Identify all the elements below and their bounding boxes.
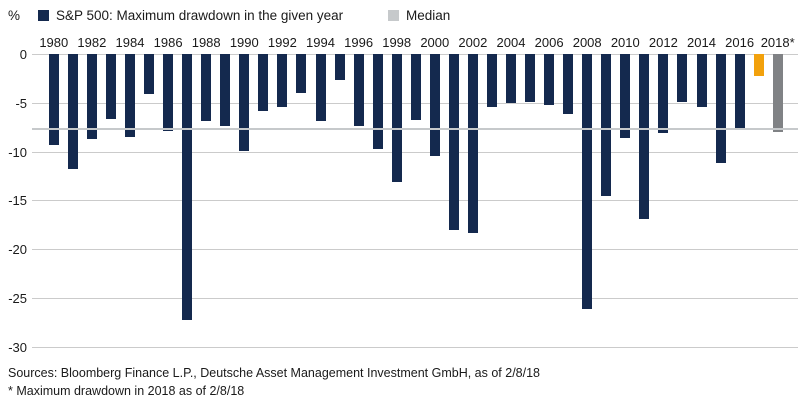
bar-2010	[620, 54, 631, 138]
x-tick-label-1988: 1988	[191, 35, 221, 50]
bar-1986	[163, 54, 174, 132]
y-tick-label--30: -30	[8, 339, 27, 355]
legend-swatch-median	[388, 10, 399, 21]
bar-2016	[734, 54, 745, 129]
bar-1980	[48, 54, 59, 145]
legend-swatch-drawdown	[38, 10, 49, 21]
y-tick-label--20: -20	[8, 242, 27, 258]
gridline--15	[32, 200, 798, 202]
x-tick-label-1984: 1984	[115, 35, 145, 50]
bar-2018	[772, 54, 783, 133]
gridline--20	[32, 249, 798, 251]
bar-1987	[182, 54, 193, 321]
gridline--25	[32, 297, 798, 299]
x-tick-label-2018: 2018*	[760, 35, 795, 50]
x-tick-label-2016: 2016	[725, 35, 755, 50]
bar-1999	[410, 54, 421, 121]
x-tick-label-1982: 1982	[77, 35, 107, 50]
bar-1998	[391, 54, 402, 182]
y-tick-label--10: -10	[8, 144, 27, 160]
y-tick-label-0: 0	[19, 47, 27, 62]
chart-area: 0 -5 -10 -15 -20 -25 -30 1980 1982 1984 1986 1988 19…	[8, 35, 798, 355]
y-tick-label--15: -15	[8, 193, 27, 209]
legend-label-drawdown: S&P 500: Maximum drawdown in the given y…	[56, 8, 344, 23]
bar-1989	[220, 54, 231, 127]
bar-2013	[677, 54, 688, 102]
bar-2007	[563, 54, 574, 114]
y-tick-label--25: -25	[8, 290, 27, 306]
bar-1985	[144, 54, 155, 94]
x-tick-label-1992: 1992	[267, 35, 297, 50]
bar-1992	[277, 54, 288, 107]
bar-2011	[639, 54, 650, 219]
bar-1983	[105, 54, 116, 120]
bar-1982	[86, 54, 97, 139]
median-line	[32, 128, 798, 131]
bar-2006	[544, 54, 555, 105]
bar-2017	[753, 54, 764, 77]
bar-2008	[582, 54, 593, 309]
bar-1981	[67, 54, 78, 170]
bar-2003	[486, 54, 497, 107]
x-tick-label-1986: 1986	[153, 35, 183, 50]
bar-1996	[353, 54, 364, 127]
x-tick-label-2014: 2014	[687, 35, 716, 50]
x-tick-label-2000: 2000	[420, 35, 450, 50]
bar-2012	[658, 54, 669, 134]
bar-1990	[239, 54, 250, 151]
bar-1993	[296, 54, 307, 94]
bar-1997	[372, 54, 383, 149]
x-tick-label-1994: 1994	[306, 35, 335, 50]
source-note: Sources: Bloomberg Finance L.P., Deutsch…	[8, 366, 540, 380]
bar-2001	[448, 54, 459, 230]
footnote-2018: * Maximum drawdown in 2018 as of 2/8/18	[8, 384, 245, 398]
bar-2009	[601, 54, 612, 197]
bar-2002	[467, 54, 478, 233]
x-tick-label-2008: 2008	[572, 35, 602, 50]
x-tick-label-1998: 1998	[382, 35, 412, 50]
x-tick-label-2004: 2004	[496, 35, 526, 50]
x-tick-label-1996: 1996	[344, 35, 374, 50]
x-tick-label-1980: 1980	[39, 35, 69, 50]
gridline--30	[32, 346, 798, 348]
x-tick-label-2002: 2002	[458, 35, 488, 50]
bar-1988	[201, 54, 212, 122]
x-tick-label-1990: 1990	[229, 35, 259, 50]
x-tick-label-2012: 2012	[648, 35, 678, 50]
x-tick-label-2010: 2010	[610, 35, 640, 50]
x-tick-label-2006: 2006	[534, 35, 564, 50]
gridline--10	[32, 151, 798, 153]
bar-1995	[334, 54, 345, 81]
bar-1991	[258, 54, 269, 111]
y-tick-label--5: -5	[15, 95, 27, 111]
bar-1984	[125, 54, 135, 137]
bar-2005	[525, 54, 536, 102]
bar-2015	[715, 54, 726, 164]
bar-2014	[696, 54, 707, 107]
bar-2000	[429, 54, 440, 157]
legend-label-median: Median	[406, 8, 451, 23]
y-axis-unit-label: %	[8, 8, 21, 23]
bar-2004	[506, 54, 516, 103]
bar-1994	[315, 54, 326, 122]
